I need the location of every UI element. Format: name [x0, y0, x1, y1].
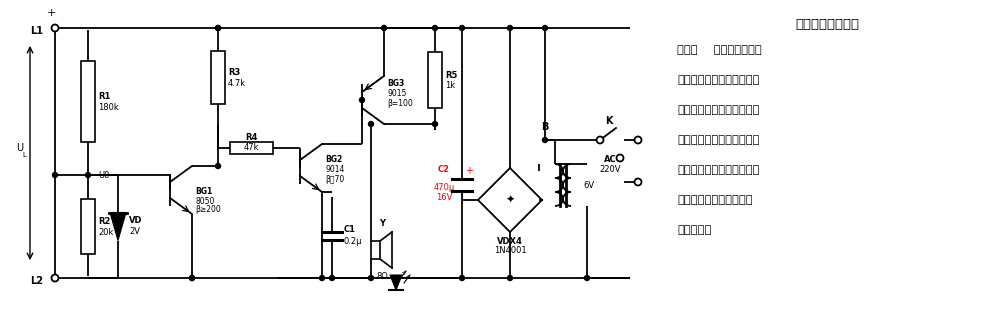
Circle shape: [369, 275, 374, 280]
Text: L2: L2: [30, 276, 43, 286]
Circle shape: [543, 26, 548, 31]
Text: 会发报警信号，以便及时处: 会发报警信号，以便及时处: [677, 135, 760, 145]
Text: 电话线窃用防护报: 电话线窃用防护报: [795, 18, 859, 31]
Text: 在用户电话线被窃用偷接、: 在用户电话线被窃用偷接、: [677, 75, 760, 85]
Circle shape: [460, 26, 465, 31]
Circle shape: [507, 26, 512, 31]
Circle shape: [319, 275, 324, 280]
Text: 220V: 220V: [599, 164, 621, 173]
Text: BG1: BG1: [195, 188, 213, 197]
Circle shape: [216, 26, 221, 31]
Text: AC: AC: [603, 154, 616, 163]
Bar: [428, 52, 442, 108]
Circle shape: [216, 26, 221, 31]
Circle shape: [507, 275, 512, 280]
Circle shape: [359, 97, 365, 103]
Circle shape: [616, 154, 623, 162]
Text: VDX4: VDX4: [497, 237, 523, 246]
Bar: [81, 199, 95, 254]
Text: L1: L1: [30, 26, 43, 36]
Text: 动电话机任何结构及接线: 动电话机任何结构及接线: [677, 195, 753, 205]
Text: C2: C2: [438, 164, 450, 173]
Text: 9015: 9015: [387, 89, 406, 97]
Text: 6V: 6V: [583, 181, 594, 189]
Text: 电话线短路、断路或漏电时: 电话线短路、断路或漏电时: [677, 105, 760, 115]
Text: 1k: 1k: [445, 81, 455, 90]
Circle shape: [52, 173, 57, 178]
Circle shape: [432, 121, 437, 126]
Text: ✦: ✦: [505, 195, 514, 205]
Text: R5: R5: [445, 71, 457, 80]
Text: BG2: BG2: [325, 155, 342, 164]
Circle shape: [51, 275, 58, 281]
Text: R3: R3: [228, 68, 240, 77]
Bar: [211, 51, 225, 104]
Circle shape: [635, 137, 642, 144]
Circle shape: [596, 137, 603, 144]
Circle shape: [432, 26, 437, 31]
Text: 16V: 16V: [436, 193, 452, 202]
Circle shape: [190, 275, 195, 280]
Text: U0: U0: [98, 170, 110, 179]
Circle shape: [190, 275, 195, 280]
Text: 4.7k: 4.7k: [228, 79, 246, 88]
Text: +: +: [465, 166, 473, 176]
Bar: [81, 61, 95, 142]
Polygon shape: [110, 212, 126, 241]
Circle shape: [329, 275, 334, 280]
Text: 8050: 8050: [195, 197, 215, 206]
Text: 47k: 47k: [243, 143, 259, 152]
Text: β＝70: β＝70: [325, 175, 344, 184]
Circle shape: [369, 121, 374, 126]
Polygon shape: [390, 275, 402, 290]
Text: β≥200: β≥200: [195, 206, 221, 215]
Text: +: +: [46, 8, 55, 18]
Circle shape: [51, 25, 58, 32]
Circle shape: [382, 26, 387, 31]
Text: 8Ω: 8Ω: [376, 272, 388, 281]
Text: 180k: 180k: [98, 103, 119, 112]
Circle shape: [216, 163, 221, 168]
Text: B: B: [541, 122, 549, 132]
Text: K: K: [605, 116, 612, 126]
Circle shape: [635, 178, 642, 186]
Circle shape: [584, 275, 589, 280]
Text: C1: C1: [344, 225, 356, 234]
Text: R1: R1: [98, 92, 111, 101]
Bar: [230, 142, 273, 154]
Text: R2: R2: [98, 217, 111, 226]
Text: 9014: 9014: [325, 165, 344, 174]
Text: 470μ: 470μ: [433, 183, 455, 192]
Circle shape: [460, 275, 465, 280]
Text: 理。该防护报警装置可不改: 理。该防护报警装置可不改: [677, 165, 760, 175]
Text: 警装置    本防护报警装置: 警装置 本防护报警装置: [677, 45, 762, 55]
Circle shape: [543, 138, 548, 143]
Text: 就可使用。: 就可使用。: [677, 225, 711, 235]
Text: Y: Y: [379, 219, 385, 228]
Circle shape: [85, 173, 91, 178]
Text: BG3: BG3: [387, 80, 405, 89]
Text: U: U: [17, 143, 24, 153]
Text: 20k: 20k: [98, 228, 114, 237]
Text: β=100: β=100: [387, 99, 412, 108]
Text: L: L: [22, 152, 26, 158]
Text: 1N4001: 1N4001: [494, 246, 526, 255]
Text: VD: VD: [129, 216, 142, 225]
Text: 0.2μ: 0.2μ: [344, 237, 363, 246]
Bar: [371, 241, 380, 259]
Text: R4: R4: [245, 134, 258, 143]
Text: 2V: 2V: [129, 227, 140, 236]
